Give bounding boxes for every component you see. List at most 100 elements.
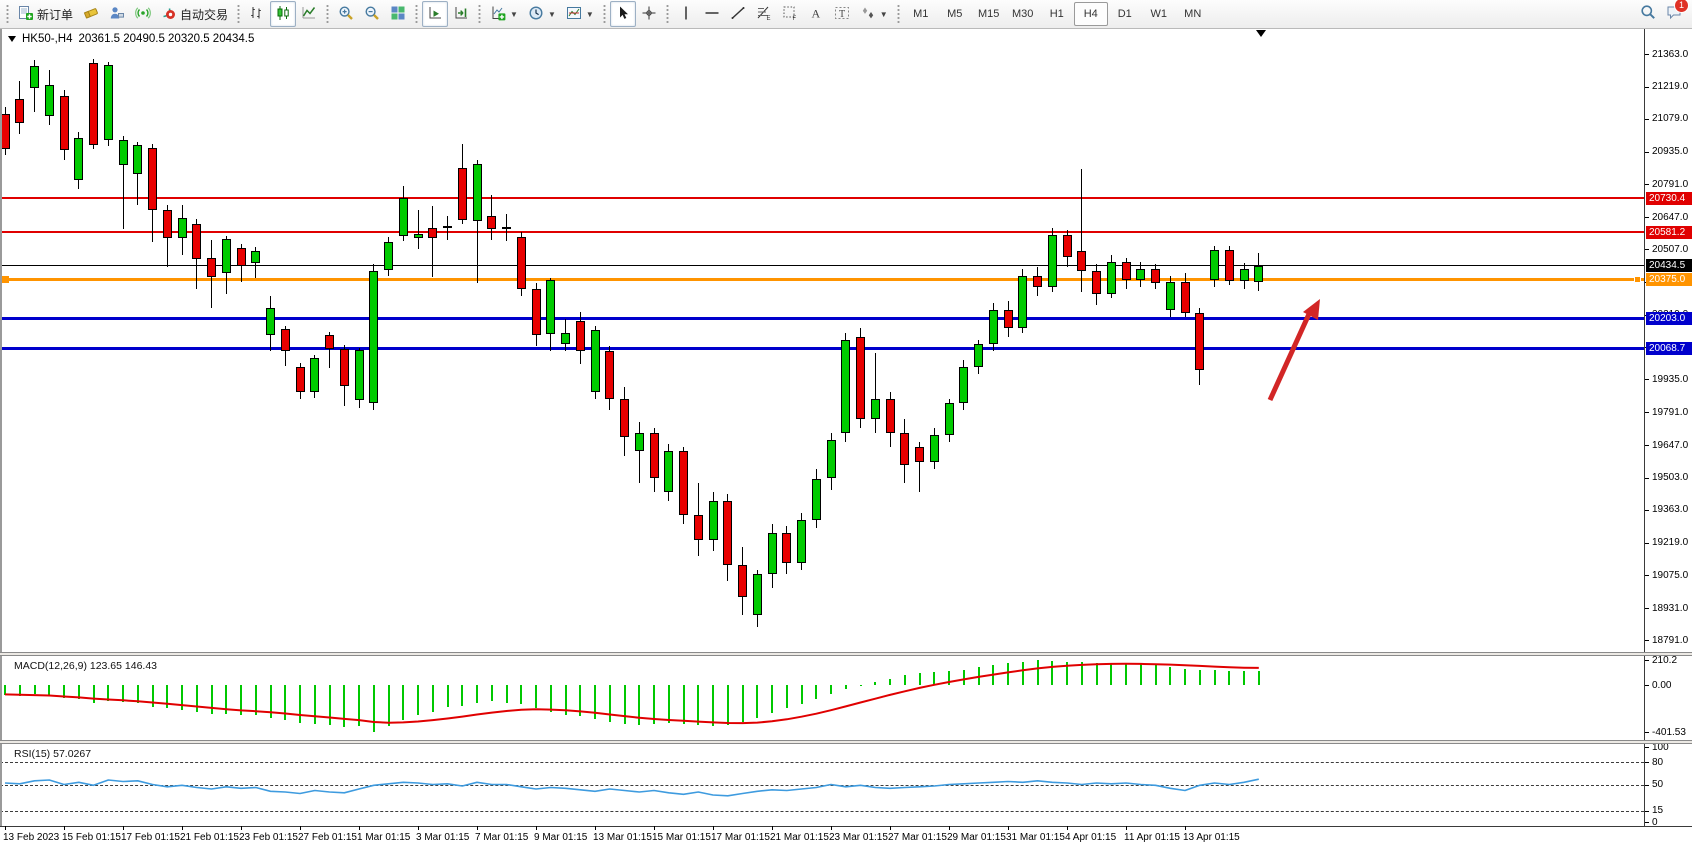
vertical-line-icon — [678, 5, 694, 24]
candlestick-chart-button[interactable] — [270, 1, 297, 27]
time-axis-label: 23 Mar 01:15 — [829, 832, 888, 843]
support-resistance-line[interactable] — [0, 316, 1644, 320]
macd-histogram-bar — [446, 685, 449, 708]
price-level-badge: 20068.7 — [1646, 342, 1692, 356]
arrows-button[interactable]: ▼ — [855, 1, 893, 27]
candle — [1151, 268, 1160, 283]
candle — [44, 85, 54, 117]
candle — [413, 233, 423, 239]
trend-line-button[interactable] — [725, 1, 751, 27]
candle — [325, 334, 334, 349]
cursor-button[interactable] — [609, 1, 636, 27]
pane-splitter[interactable] — [0, 652, 1692, 656]
candle — [1047, 234, 1057, 288]
arrows-icon — [860, 5, 876, 24]
auto-trading-button[interactable]: 自动交易 — [156, 1, 233, 27]
timeframe-h1-button[interactable]: H1 — [1049, 8, 1064, 20]
price-axis-tick — [1644, 575, 1649, 577]
candle-wick — [919, 442, 920, 493]
timeframe-m30-button[interactable]: M30 — [1012, 8, 1034, 20]
news-button[interactable] — [130, 1, 156, 27]
chart-shift-button[interactable] — [448, 1, 474, 27]
chart-end-marker-icon[interactable] — [1256, 30, 1266, 37]
dropdown-caret-icon[interactable]: ▼ — [585, 9, 594, 19]
macd-histogram-bar — [1169, 667, 1172, 685]
time-axis-tick — [418, 826, 419, 830]
candle — [118, 140, 128, 166]
auto-scroll-button[interactable] — [422, 1, 449, 27]
time-axis-label: 4 Apr 01:15 — [1065, 832, 1117, 843]
notifications-button[interactable]: 1 — [1666, 0, 1689, 25]
timeframe-m5-button[interactable]: M5 — [947, 8, 963, 20]
text-label-button[interactable]: T — [829, 1, 855, 27]
timeframe-w1-button[interactable]: W1 — [1150, 8, 1167, 20]
price-axis-label: 20791.0 — [1652, 178, 1689, 190]
time-axis-label: 27 Mar 01:15 — [888, 832, 947, 843]
candle — [280, 329, 290, 351]
periods-button[interactable]: ▼ — [523, 1, 561, 27]
timeframe-h4-button[interactable]: H4 — [1073, 2, 1108, 26]
macd-histogram-bar — [741, 685, 744, 723]
macd-histogram-bar — [1228, 670, 1231, 685]
price-axis-label: 20507.0 — [1652, 243, 1689, 255]
macd-pane[interactable] — [0, 656, 1692, 740]
eraser-button[interactable] — [78, 1, 104, 27]
support-resistance-line[interactable] — [0, 197, 1644, 200]
macd-histogram-bar — [1080, 662, 1083, 685]
support-resistance-line[interactable] — [0, 347, 1644, 351]
crosshair-button[interactable] — [636, 1, 662, 27]
line-handle[interactable] — [2, 275, 9, 283]
macd-histogram-bar — [387, 685, 390, 726]
zoom-in-button[interactable] — [333, 1, 359, 27]
publisher-button[interactable] — [104, 1, 130, 27]
candle — [162, 209, 172, 239]
eraser-icon — [83, 5, 99, 24]
zoom-out-button[interactable] — [359, 1, 385, 27]
time-axis-label: 27 Feb 01:15 — [298, 832, 357, 843]
support-resistance-line[interactable] — [0, 277, 1644, 281]
add-indicator-button[interactable]: ▼ — [485, 1, 523, 27]
price-level-badge: 20375.0 — [1646, 272, 1692, 286]
tile-windows-button[interactable] — [385, 1, 411, 27]
templates-button[interactable]: ▼ — [561, 1, 599, 27]
dropdown-caret-icon[interactable]: ▼ — [879, 9, 888, 19]
line-chart-button[interactable] — [296, 1, 322, 27]
line-handle[interactable] — [1634, 275, 1641, 283]
time-axis-tick — [890, 826, 891, 830]
fibonacci-button[interactable]: E — [751, 1, 777, 27]
candle — [59, 95, 69, 151]
time-axis-label: 9 Mar 01:15 — [534, 832, 588, 843]
price-axis-label: 21079.0 — [1652, 113, 1689, 125]
horizontal-line-button[interactable] — [699, 1, 725, 27]
current-price-line[interactable] — [0, 265, 1644, 266]
toolbar-group-separator — [325, 4, 331, 24]
support-resistance-line[interactable] — [0, 231, 1644, 234]
time-axis-label: 17 Mar 01:15 — [711, 832, 770, 843]
chart-title: HK50-,H4 20361.5 20490.5 20320.5 20434.5 — [8, 33, 254, 45]
vertical-line-button[interactable] — [673, 1, 699, 27]
new-order-button[interactable]: 新订单 — [13, 1, 78, 27]
text-button[interactable]: A — [803, 1, 829, 27]
timeframe-m15-button[interactable]: M15 — [978, 8, 1000, 20]
candle — [1210, 249, 1219, 280]
timeframe-d1-button[interactable]: D1 — [1117, 8, 1132, 20]
timeframe-mn-button[interactable]: MN — [1184, 8, 1202, 20]
macd-histogram-bar — [358, 685, 360, 727]
candle-wick — [329, 331, 330, 368]
dropdown-caret-icon[interactable]: ▼ — [547, 9, 556, 19]
timeframe-m1-button[interactable]: M1 — [913, 8, 929, 20]
price-axis-tick — [1644, 445, 1649, 446]
search-icon[interactable] — [1640, 4, 1656, 25]
macd-histogram-bar — [564, 685, 567, 715]
candle — [723, 501, 733, 565]
candle — [369, 271, 379, 404]
pane-splitter[interactable] — [0, 740, 1692, 744]
cycle-grid-button[interactable]: F — [777, 1, 803, 27]
bar-chart-button[interactable] — [244, 1, 270, 27]
chart-collapse-icon[interactable] — [8, 36, 16, 42]
time-axis[interactable] — [0, 826, 1692, 854]
candle — [1180, 281, 1190, 313]
time-axis-tick — [300, 826, 301, 830]
dropdown-caret-icon[interactable]: ▼ — [510, 9, 518, 19]
candle — [310, 357, 320, 392]
